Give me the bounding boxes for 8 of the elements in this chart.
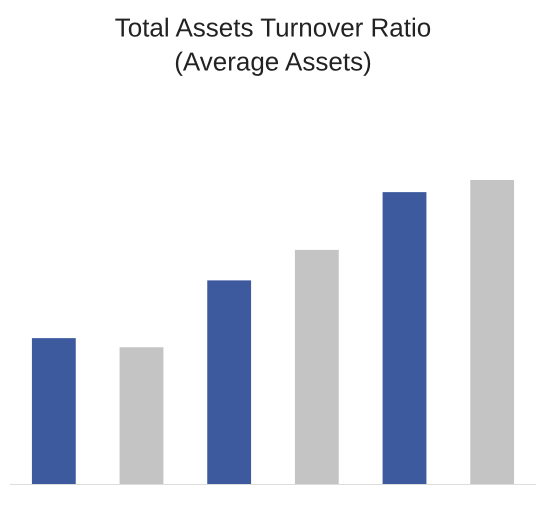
- bar: [32, 338, 76, 484]
- bar: [120, 347, 164, 484]
- bar: [294, 250, 339, 484]
- chart-subtitle: (Average Assets): [174, 46, 372, 76]
- bar: [207, 280, 252, 484]
- chart-title: Total Assets Turnover Ratio: [114, 12, 432, 43]
- bar: [470, 180, 514, 484]
- bar: [382, 192, 426, 484]
